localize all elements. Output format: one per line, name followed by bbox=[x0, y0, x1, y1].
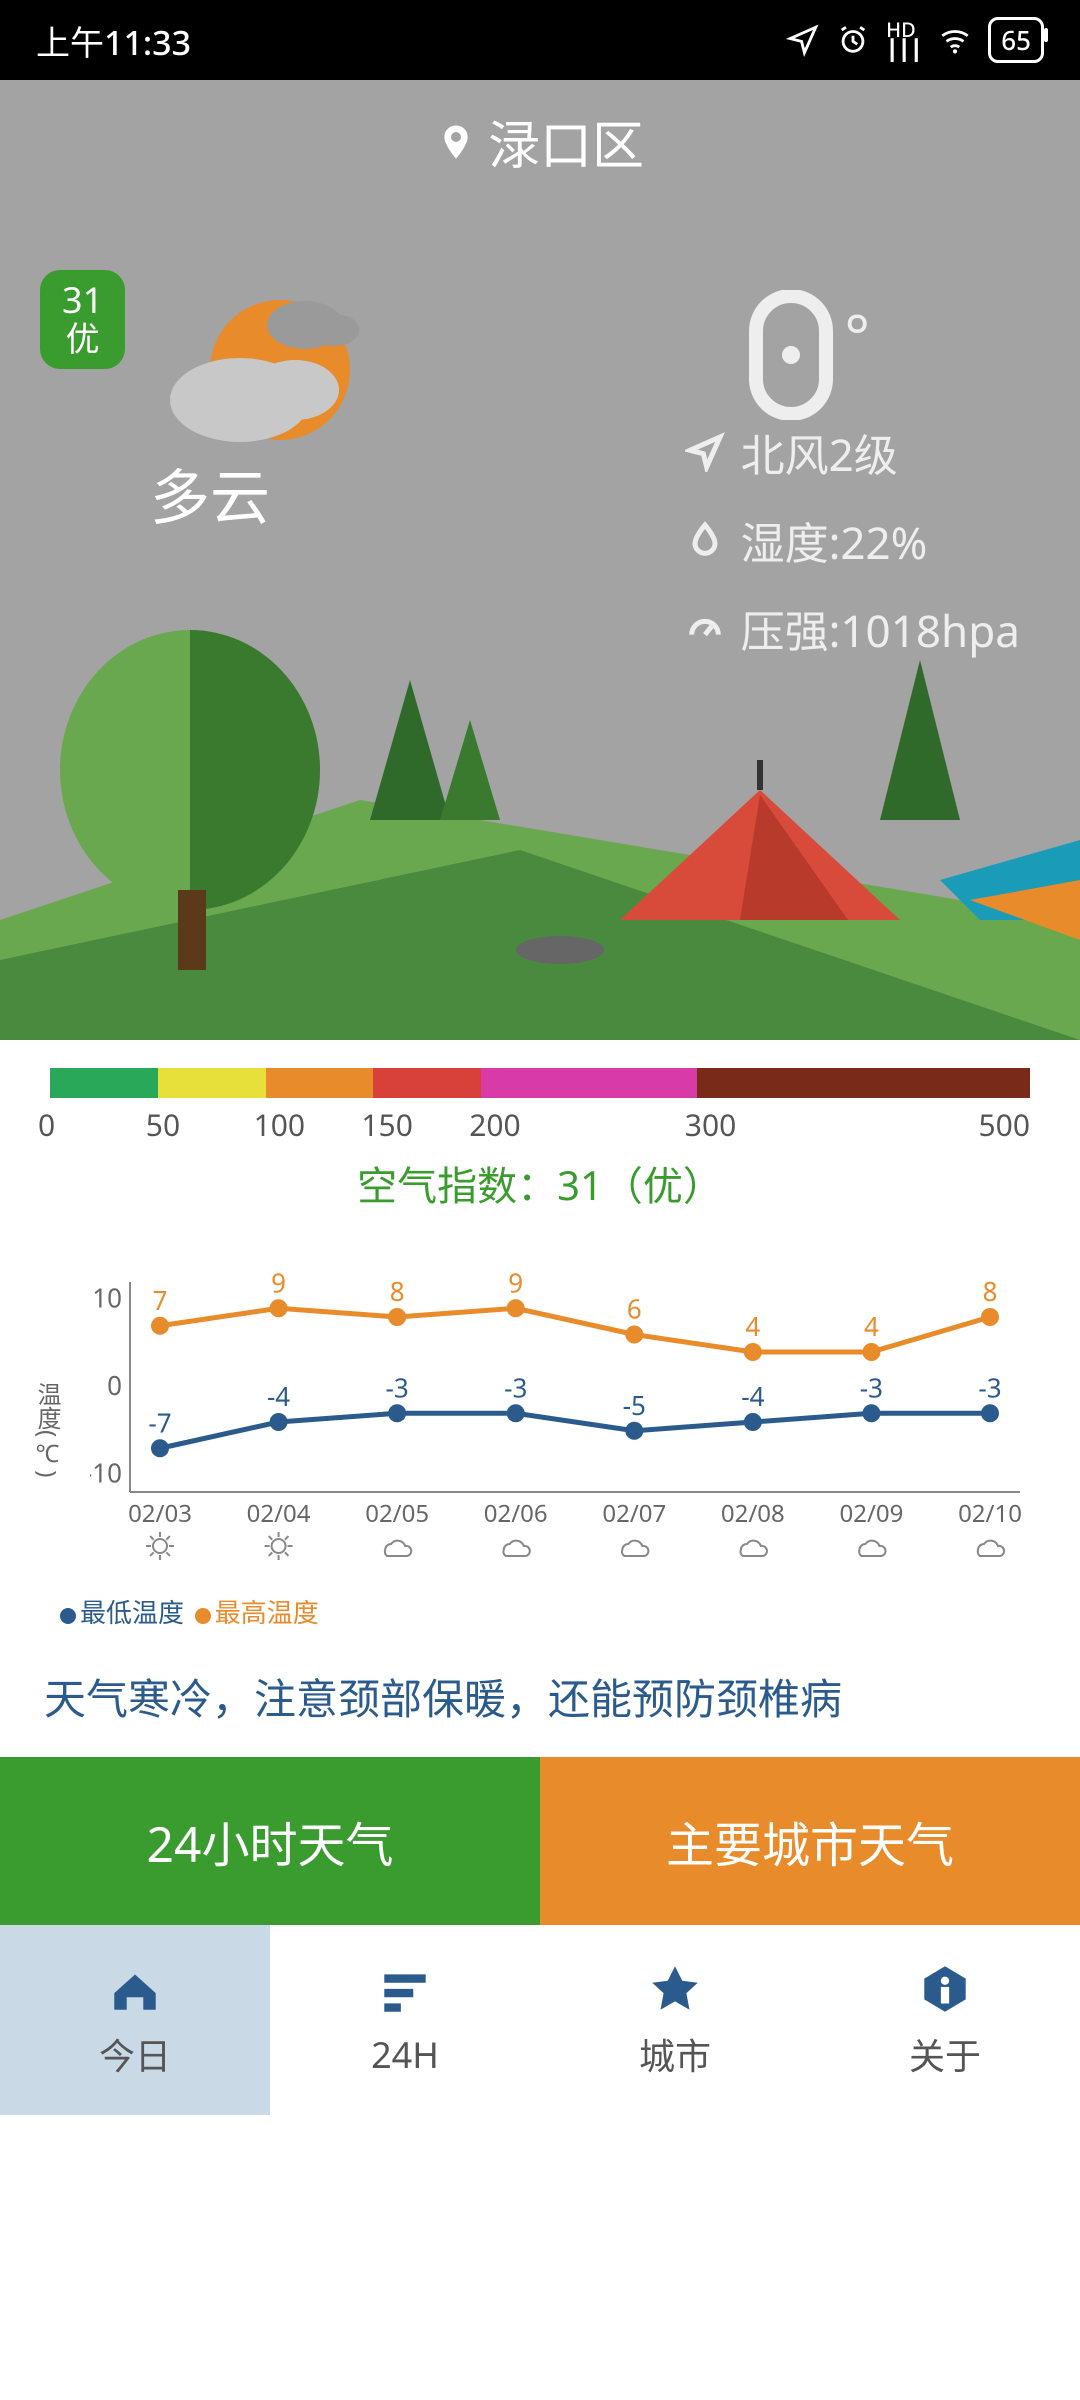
svg-text:4: 4 bbox=[745, 1308, 760, 1344]
condition-text: 多云 bbox=[150, 450, 270, 537]
svg-text:6: 6 bbox=[627, 1291, 642, 1327]
aqi-badge-grade: 优 bbox=[62, 320, 103, 357]
bars-icon bbox=[376, 1962, 434, 2020]
nav-label: 城市 bbox=[639, 2028, 711, 2080]
humidity-icon bbox=[685, 520, 725, 560]
svg-text:-4: -4 bbox=[741, 1378, 764, 1414]
svg-text:8: 8 bbox=[390, 1273, 405, 1309]
svg-text:-10: -10 bbox=[90, 1455, 122, 1491]
hourly-weather-button[interactable]: 24小时天气 bbox=[0, 1757, 540, 1925]
aqi-badge-value: 31 bbox=[62, 280, 103, 320]
hd-icon: HD┃┃┃ bbox=[886, 20, 922, 60]
nav-label: 今日 bbox=[99, 2028, 171, 2080]
svg-text:0: 0 bbox=[107, 1367, 122, 1403]
svg-text:7: 7 bbox=[153, 1282, 168, 1318]
svg-text:9: 9 bbox=[508, 1264, 523, 1300]
svg-text:-3: -3 bbox=[978, 1369, 1001, 1405]
svg-text:-7: -7 bbox=[148, 1404, 171, 1440]
nav-star[interactable]: 城市 bbox=[540, 1925, 810, 2115]
svg-text:8: 8 bbox=[983, 1273, 998, 1309]
svg-text:-3: -3 bbox=[504, 1369, 527, 1405]
svg-text:02/09: 02/09 bbox=[840, 1497, 904, 1530]
big-buttons: 24小时天气 主要城市天气 bbox=[0, 1757, 1080, 1925]
legend-low: 最低温度 bbox=[80, 1594, 184, 1630]
svg-text:-5: -5 bbox=[623, 1387, 646, 1423]
forecast-chart: 温度(℃) -10 0 10 7 9 8 9 6 4 4 8 -7 -4 -3 -3 -5 -4 -3 -3 02/0… bbox=[0, 1222, 1080, 1587]
alarm-icon bbox=[836, 23, 870, 57]
nav-label: 24H bbox=[371, 2030, 439, 2079]
chart-y-label: 温度(℃) bbox=[30, 1382, 65, 1477]
svg-text:4: 4 bbox=[864, 1308, 879, 1344]
home-icon bbox=[106, 1960, 164, 2018]
nav-home[interactable]: 今日 bbox=[0, 1925, 270, 2115]
chart-legend: 最低温度 最高温度 bbox=[0, 1587, 1080, 1630]
chart-canvas: -10 0 10 7 9 8 9 6 4 4 8 -7 -4 -3 -3 -5 -4 -3 -3 02/03 02/04… bbox=[90, 1252, 1040, 1572]
svg-text:02/03: 02/03 bbox=[128, 1497, 192, 1530]
legend-high: 最高温度 bbox=[215, 1594, 319, 1630]
humidity-text: 湿度:22% bbox=[741, 508, 928, 572]
wind-icon bbox=[685, 432, 725, 472]
location-row[interactable]: 渌口区 bbox=[0, 80, 1080, 180]
location-arrow-icon bbox=[786, 23, 820, 57]
svg-text:9: 9 bbox=[271, 1264, 286, 1300]
svg-text:10: 10 bbox=[92, 1280, 122, 1316]
aqi-scale-bar bbox=[50, 1068, 1030, 1098]
nav-info[interactable]: 关于 bbox=[810, 1925, 1080, 2115]
svg-text:02/06: 02/06 bbox=[484, 1497, 548, 1530]
svg-text:02/07: 02/07 bbox=[602, 1497, 666, 1530]
status-bar: 上午11:33 HD┃┃┃ 65 bbox=[0, 0, 1080, 80]
wind-text: 北风2级 bbox=[741, 420, 898, 484]
svg-text:-3: -3 bbox=[860, 1369, 883, 1405]
star-icon bbox=[646, 1960, 704, 2018]
current-temp: ° bbox=[746, 290, 870, 420]
wifi-icon bbox=[938, 23, 972, 57]
landscape-illustration bbox=[0, 620, 1080, 1040]
aqi-badge[interactable]: 31 优 bbox=[40, 270, 125, 369]
svg-text:02/10: 02/10 bbox=[958, 1497, 1022, 1530]
svg-text:-3: -3 bbox=[386, 1369, 409, 1405]
aqi-scale-section: 050100150200300500 空气指数：31（优） bbox=[0, 1040, 1080, 1222]
svg-text:-4: -4 bbox=[267, 1378, 290, 1414]
hero-panel: 渌口区 31 优 ° 多云 北风2级 湿度:22% 压强:1018hpa bbox=[0, 80, 1080, 1040]
svg-text:02/05: 02/05 bbox=[365, 1497, 429, 1530]
advice-text: 天气寒冷，注意颈部保暖，还能预防颈椎病 bbox=[0, 1630, 1080, 1757]
svg-text:02/08: 02/08 bbox=[721, 1497, 785, 1530]
bottom-nav: 今日 24H 城市 关于 bbox=[0, 1925, 1080, 2115]
svg-text:02/04: 02/04 bbox=[247, 1497, 311, 1530]
location-name: 渌口区 bbox=[488, 104, 644, 180]
battery-icon: 65 bbox=[988, 17, 1044, 63]
aqi-summary: 空气指数：31（优） bbox=[50, 1154, 1030, 1212]
major-cities-button[interactable]: 主要城市天气 bbox=[540, 1757, 1080, 1925]
status-time: 上午11:33 bbox=[36, 16, 191, 65]
nav-bars[interactable]: 24H bbox=[270, 1925, 540, 2115]
info-icon bbox=[916, 1960, 974, 2018]
pin-icon bbox=[436, 122, 476, 162]
status-icons: HD┃┃┃ 65 bbox=[786, 17, 1044, 63]
aqi-scale-labels: 050100150200300500 bbox=[50, 1104, 1030, 1140]
nav-label: 关于 bbox=[909, 2028, 981, 2080]
